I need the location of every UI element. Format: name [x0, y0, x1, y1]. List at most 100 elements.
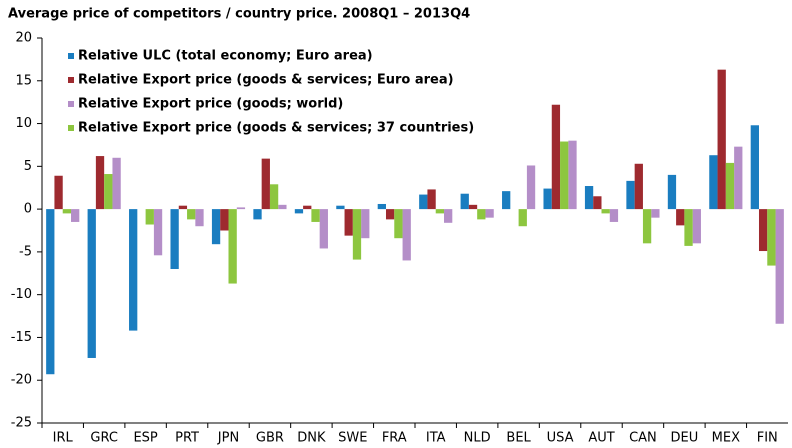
bar [278, 204, 287, 210]
x-tick-label: ITA [426, 431, 446, 446]
bar [236, 207, 246, 210]
bar [153, 209, 163, 256]
bar [518, 209, 527, 227]
bar [87, 209, 96, 358]
bar [543, 188, 552, 210]
x-tick-label: DNK [297, 431, 326, 446]
bar [112, 157, 121, 210]
x-tick-label: PRT [175, 431, 199, 446]
bar [593, 196, 602, 210]
x-tick-label: AUT [588, 431, 614, 446]
y-tick-label: -15 [11, 330, 32, 345]
bar [220, 209, 229, 231]
bar [311, 209, 320, 222]
y-tick-label: 0 [24, 202, 32, 217]
bar [477, 209, 486, 220]
bar [667, 174, 677, 210]
x-tick-label: NLD [464, 431, 491, 446]
x-tick-label: DEU [671, 431, 699, 446]
bar [468, 204, 478, 210]
bar [228, 209, 237, 284]
y-tick-label: 20 [15, 31, 32, 46]
bar [211, 209, 221, 245]
bar [717, 69, 726, 210]
legend-swatch [68, 101, 74, 107]
x-tick-label: USA [547, 431, 574, 446]
bar [170, 209, 179, 269]
bar [684, 209, 693, 246]
x-tick-label: GBR [256, 431, 284, 446]
bar [634, 163, 643, 210]
bar [46, 209, 55, 375]
x-tick-label: FIN [757, 431, 778, 446]
legend-label: Relative ULC (total economy; Euro area) [78, 49, 373, 64]
y-tick-label: 10 [15, 116, 32, 131]
bar [104, 174, 113, 210]
y-tick-label: -5 [19, 244, 32, 259]
bar [526, 165, 536, 210]
legend-swatch [68, 53, 74, 59]
x-tick-label: CAN [629, 431, 657, 446]
bar [676, 209, 685, 226]
bar [352, 209, 362, 260]
bar [71, 209, 80, 222]
bar [460, 193, 469, 210]
bar [734, 146, 743, 210]
x-tick-label: SWE [338, 431, 367, 446]
bar [253, 209, 262, 220]
bar [269, 184, 279, 210]
bar [419, 194, 428, 210]
bar [601, 209, 610, 214]
bar [402, 209, 411, 261]
x-tick-label: IRL [53, 431, 74, 446]
bar [568, 140, 577, 210]
y-tick-label: 15 [15, 73, 32, 88]
bar [435, 209, 445, 214]
bar [394, 209, 403, 239]
bar [560, 141, 569, 210]
bar [709, 155, 718, 210]
bar [336, 205, 345, 210]
bar [758, 209, 768, 252]
bar [294, 209, 304, 214]
x-tick-label: GRC [90, 431, 118, 446]
bar [609, 209, 619, 222]
bar [344, 209, 353, 236]
bar [195, 209, 204, 227]
y-tick-label: -20 [11, 373, 32, 388]
x-tick-label: JPN [217, 431, 239, 446]
bar [303, 205, 312, 210]
y-tick-label: -25 [11, 416, 32, 431]
chart-title: Average price of competitors / country p… [8, 7, 470, 22]
x-tick-label: BEL [506, 431, 531, 446]
x-tick-label: FRA [382, 431, 407, 446]
y-tick-label: 5 [24, 159, 32, 174]
bar [626, 180, 635, 210]
legend-swatch [68, 77, 74, 83]
bar [767, 209, 776, 266]
legend-label: Relative Export price (goods & services;… [78, 121, 474, 136]
bar [551, 104, 561, 210]
bar [692, 209, 701, 244]
bar [642, 209, 652, 244]
bar [725, 162, 735, 210]
bar [651, 209, 660, 218]
bar [145, 209, 154, 225]
bar [485, 209, 494, 218]
bar [385, 209, 395, 220]
bar [62, 209, 72, 214]
bar [584, 186, 594, 210]
bar [319, 209, 328, 249]
bar [377, 203, 386, 210]
bar [750, 125, 759, 210]
legend-label: Relative Export price (goods & services;… [78, 73, 454, 88]
bar [502, 191, 511, 210]
bar [129, 209, 138, 331]
x-tick-label: MEX [712, 431, 740, 446]
bar [178, 205, 188, 210]
bar [427, 189, 436, 210]
bar [261, 158, 270, 210]
legend-label: Relative Export price (goods; world) [78, 97, 343, 112]
bar [361, 209, 370, 239]
legend-swatch [68, 125, 74, 131]
